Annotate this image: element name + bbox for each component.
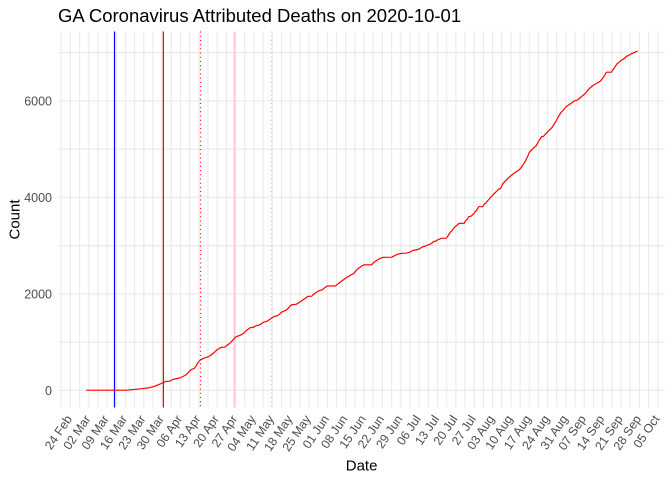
- svg-text:6000: 6000: [24, 94, 52, 108]
- svg-text:GA Coronavirus Attributed Deat: GA Coronavirus Attributed Deaths on 2020…: [58, 5, 461, 26]
- svg-text:0: 0: [45, 384, 52, 398]
- svg-text:Date: Date: [346, 457, 378, 474]
- svg-text:4000: 4000: [24, 191, 52, 205]
- svg-text:2000: 2000: [24, 287, 52, 301]
- svg-text:Count: Count: [6, 199, 23, 240]
